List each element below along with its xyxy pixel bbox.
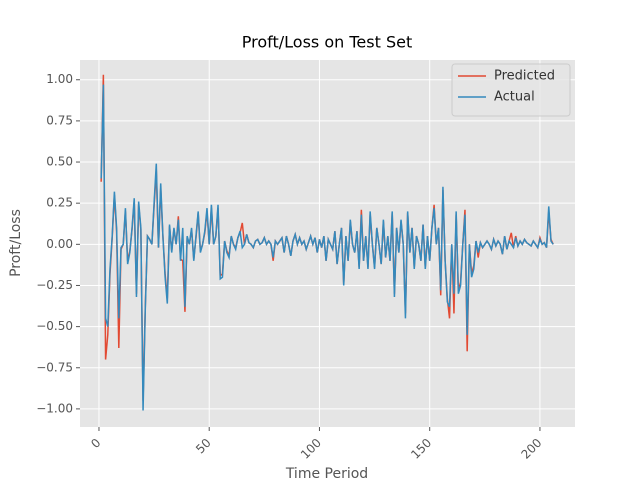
x-tick-label: 100	[298, 436, 324, 462]
y-tick-label: 0.25	[46, 196, 73, 210]
legend-label: Actual	[494, 90, 535, 105]
x-tick-label: 0	[88, 436, 103, 451]
x-tick-label: 50	[193, 436, 214, 457]
y-tick-label: 1.00	[46, 72, 73, 86]
series-line	[100, 84, 554, 411]
x-axis-label: Time Period	[285, 466, 368, 480]
y-tick-label: −0.50	[36, 319, 73, 333]
y-tick-label: 0.75	[46, 113, 73, 127]
y-tick-label: 0.50	[46, 155, 73, 169]
y-tick-label: −1.00	[36, 401, 73, 415]
x-tick-label: 150	[408, 436, 434, 462]
y-tick-label: −0.25	[36, 278, 73, 292]
x-tick-label: 200	[518, 436, 544, 462]
y-axis-label: Proft/Loss	[8, 209, 24, 277]
legend-box	[451, 63, 571, 117]
y-tick-label: 0.00	[46, 237, 73, 251]
legend-label: Predicted	[494, 69, 555, 84]
y-tick-label: −0.75	[36, 360, 73, 374]
chart-title: Proft/Loss on Test Set	[242, 33, 412, 52]
